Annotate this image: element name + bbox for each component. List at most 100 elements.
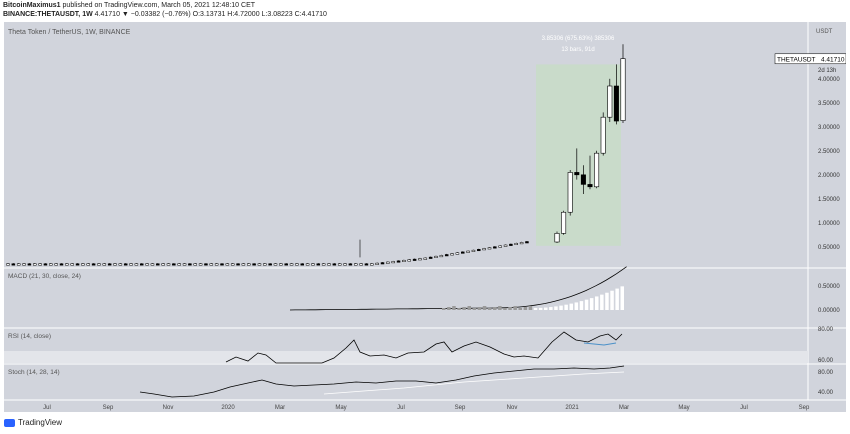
macd-histogram-bar <box>528 306 533 310</box>
candle-body <box>407 259 411 262</box>
stoch-d-line <box>323 371 625 395</box>
rsi-band <box>4 351 808 363</box>
candle-body <box>391 261 395 264</box>
candle-body <box>321 263 326 266</box>
candle-body <box>386 261 390 264</box>
y-tick-label: 2.00000 <box>818 173 840 179</box>
candle-body <box>477 249 481 252</box>
candle-body <box>129 263 133 266</box>
candle-body <box>600 116 606 154</box>
candle-body <box>182 263 187 266</box>
candle-body <box>305 263 310 266</box>
candle-body <box>471 249 476 252</box>
candle-body <box>70 263 74 266</box>
candle-body <box>43 263 48 266</box>
y-tick-label: 3.50000 <box>818 101 840 107</box>
macd-histogram-bar <box>487 308 492 310</box>
symbol-label: BINANCE:THETAUSDT, 1W <box>3 11 93 18</box>
candle-body <box>498 245 502 248</box>
macd-histogram-bar <box>544 307 548 310</box>
candle-body <box>86 263 90 266</box>
candle-body <box>461 251 465 254</box>
macd-histogram-bar <box>498 306 502 310</box>
measure-label-change: 3.85306 (675.63%) 385306 <box>542 36 615 42</box>
candle-body <box>348 263 353 266</box>
candle-body <box>370 263 374 266</box>
macd-histogram-bar <box>442 308 446 310</box>
ohlc-readout: 4.41710 ▼ −0.03382 (−0.76%) O:3.13731 H:… <box>94 11 327 18</box>
macd-histogram-bar <box>559 305 563 310</box>
candle-body <box>145 263 149 266</box>
candle-body <box>439 255 444 258</box>
candle-body <box>113 263 117 266</box>
macd-histogram-bar <box>538 307 543 310</box>
macd-histogram-bar <box>503 308 507 310</box>
macd-histogram-bar <box>523 307 528 310</box>
candle-body <box>594 152 600 188</box>
last-price-tag <box>774 53 846 65</box>
candle-body <box>316 263 321 266</box>
x-tick-label: Nov <box>163 405 174 411</box>
candle-body <box>27 263 32 266</box>
rsi-title: RSI (14, close) <box>8 333 51 340</box>
macd-histogram-bar <box>462 307 466 310</box>
macd-histogram-bar <box>513 306 517 310</box>
tradingview-logo-icon <box>4 418 15 427</box>
rsi-tick: 60.00 <box>818 358 834 364</box>
measure-label-bars: 13 bars, 91d <box>561 47 594 53</box>
header-line-1: BitcoinMaximus1 published on TradingView… <box>3 2 255 9</box>
candle-body <box>123 263 128 266</box>
stoch-tick: 80.00 <box>818 370 834 376</box>
candle-body <box>172 263 176 266</box>
candle-body <box>450 253 454 256</box>
candle-body <box>337 263 342 266</box>
candle-body <box>65 263 69 266</box>
macd-histogram-bar <box>533 308 538 310</box>
candle-body <box>257 263 262 266</box>
footer: TradingView <box>4 418 62 427</box>
candle-body <box>263 263 267 266</box>
candle-body <box>295 263 299 266</box>
macd-histogram-bar <box>569 303 573 310</box>
macd-histogram-bar <box>508 307 512 310</box>
candle-body <box>300 263 304 266</box>
candle-body <box>423 257 428 260</box>
x-tick-label: 2020 <box>221 405 235 411</box>
stoch-k-line <box>139 365 625 398</box>
macd-histogram-bar <box>610 290 614 310</box>
candle-body <box>607 85 613 118</box>
candle-body <box>247 263 251 266</box>
x-tick-label: Nov <box>507 405 518 411</box>
chart-title: Theta Token / TetherUS, 1W, BINANCE <box>8 29 131 36</box>
macd-histogram-bar <box>584 299 589 310</box>
chart-canvas[interactable]: Theta Token / TetherUS, 1W, BINANCE USDT 3… <box>4 22 846 412</box>
candle-body <box>487 247 492 250</box>
candle-body <box>364 263 369 266</box>
macd-histogram-bar <box>620 286 624 310</box>
macd-title: MACD (21, 30, close, 24) <box>8 273 81 280</box>
candle-body <box>225 263 230 266</box>
candle-body <box>525 241 529 244</box>
candle-body <box>514 242 518 245</box>
candle-body <box>54 263 58 266</box>
y-tick-label: 1.00000 <box>818 221 840 227</box>
macd-histogram-bar <box>549 307 553 310</box>
x-tick-label: Sep <box>103 405 114 411</box>
candle-body <box>252 263 256 266</box>
candle-body <box>33 263 37 266</box>
macd-histogram-bar <box>452 306 456 310</box>
candle-body <box>11 263 16 266</box>
candle-body <box>332 263 337 266</box>
candle-body <box>118 263 123 266</box>
y-tick-label: 3.00000 <box>818 125 840 131</box>
candle-body <box>49 263 53 266</box>
x-tick-label: Mar <box>619 405 629 411</box>
candle-body <box>177 263 181 266</box>
candle-body <box>519 242 524 245</box>
author-name[interactable]: BitcoinMaximus1 <box>3 2 61 9</box>
candle-body <box>193 263 197 266</box>
candle-body <box>38 263 42 266</box>
candle-body <box>580 174 586 185</box>
macd-histogram-bar <box>447 307 451 310</box>
chart-area[interactable]: Theta Token / TetherUS, 1W, BINANCE USDT 3… <box>4 22 846 412</box>
